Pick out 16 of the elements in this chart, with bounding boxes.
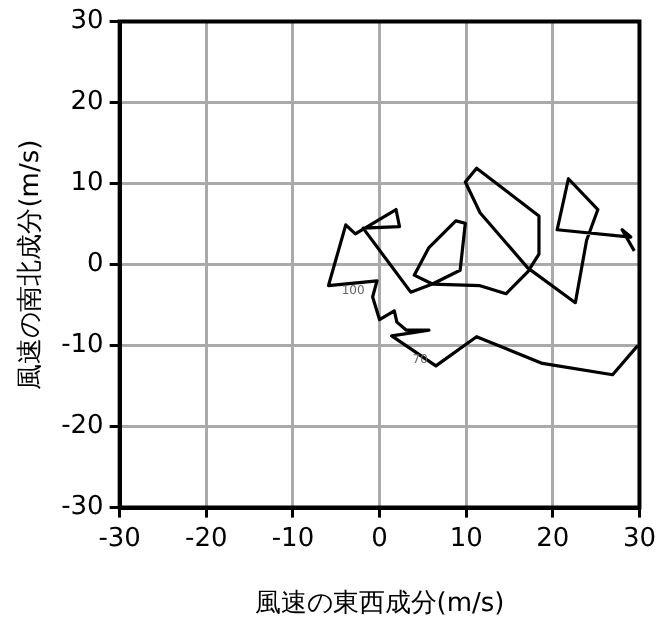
x-axis-title: 風速の東西成分(m/s) xyxy=(254,589,505,620)
x-tick-label: 10 xyxy=(449,523,483,554)
x-tick-label: -20 xyxy=(185,523,228,554)
y-tick-label: -10 xyxy=(61,330,104,361)
y-tick-label: 20 xyxy=(70,87,104,118)
y-tick-label: -30 xyxy=(61,492,104,523)
x-tick-label: -10 xyxy=(271,523,315,554)
y-tick-label: 30 xyxy=(70,6,104,37)
x-tick-label: 0 xyxy=(371,523,388,554)
y-tick-label: 10 xyxy=(70,168,104,199)
x-tick-label: -30 xyxy=(98,523,141,554)
y-axis-title: 風速の南北成分(m/s) xyxy=(16,139,47,390)
y-tick-label: 0 xyxy=(87,249,104,280)
x-tick-label: 20 xyxy=(536,523,570,554)
x-tick-label: 30 xyxy=(622,523,656,554)
y-tick-label: -20 xyxy=(61,411,104,442)
